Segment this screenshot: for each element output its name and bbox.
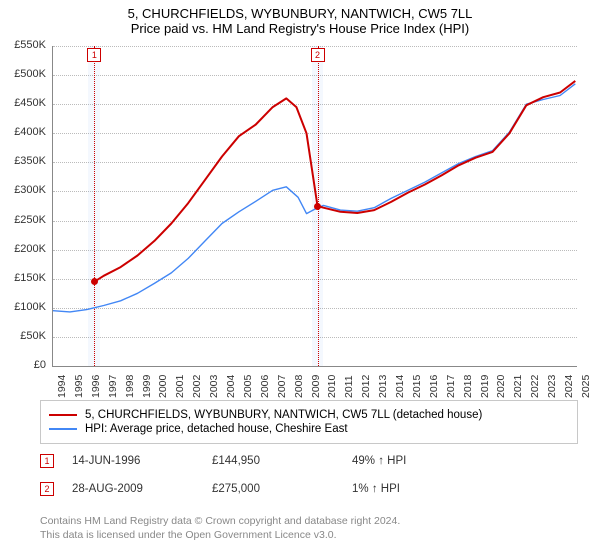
y-tick-label: £400K	[4, 126, 46, 138]
chart-sale-marker: 1	[87, 48, 101, 62]
x-tick-label: 2015	[411, 375, 423, 398]
chart-plot: 12	[52, 46, 577, 367]
y-tick-label: £450K	[4, 97, 46, 109]
legend-swatch-hpi	[49, 428, 77, 430]
y-tick-label: £250K	[4, 214, 46, 226]
x-tick-label: 2024	[563, 375, 575, 398]
x-tick-label: 2005	[242, 375, 254, 398]
y-tick-label: £200K	[4, 243, 46, 255]
y-tick-label: £550K	[4, 39, 46, 51]
x-tick-label: 2011	[343, 375, 355, 398]
footer-line2: This data is licensed under the Open Gov…	[40, 528, 560, 542]
x-tick-label: 2021	[512, 375, 524, 398]
x-tick-label: 2002	[191, 375, 203, 398]
x-tick-label: 2003	[208, 375, 220, 398]
x-tick-label: 2007	[276, 375, 288, 398]
footer: Contains HM Land Registry data © Crown c…	[40, 514, 560, 542]
x-tick-label: 2000	[157, 375, 169, 398]
y-tick-label: £50K	[4, 330, 46, 342]
sale-marker-2: 2	[40, 482, 54, 496]
x-tick-label: 2013	[377, 375, 389, 398]
x-tick-label: 2016	[428, 375, 440, 398]
legend-label-property: 5, CHURCHFIELDS, WYBUNBURY, NANTWICH, CW…	[85, 409, 482, 421]
x-tick-label: 2012	[360, 375, 372, 398]
x-tick-label: 2020	[495, 375, 507, 398]
x-tick-label: 2009	[310, 375, 322, 398]
legend-property: 5, CHURCHFIELDS, WYBUNBURY, NANTWICH, CW…	[49, 409, 569, 421]
x-tick-label: 2022	[529, 375, 541, 398]
y-tick-label: £350K	[4, 155, 46, 167]
y-tick-label: £500K	[4, 68, 46, 80]
sale-date-1: 14-JUN-1996	[72, 455, 212, 467]
y-tick-label: £0	[4, 359, 46, 371]
sale-date-2: 28-AUG-2009	[72, 483, 212, 495]
sale-dot	[91, 278, 98, 285]
chart-title: 5, CHURCHFIELDS, WYBUNBURY, NANTWICH, CW…	[0, 0, 600, 21]
sale-vshpi-1: 49% ↑ HPI	[352, 455, 406, 467]
y-tick-label: £150K	[4, 272, 46, 284]
sale-dot	[314, 203, 321, 210]
legend: 5, CHURCHFIELDS, WYBUNBURY, NANTWICH, CW…	[40, 400, 578, 444]
x-tick-label: 2023	[546, 375, 558, 398]
x-tick-label: 2008	[293, 375, 305, 398]
x-tick-label: 1999	[141, 375, 153, 398]
y-tick-label: £100K	[4, 301, 46, 313]
x-tick-label: 1996	[90, 375, 102, 398]
sale-vshpi-2: 1% ↑ HPI	[352, 483, 400, 495]
sale-price-2: £275,000	[212, 483, 352, 495]
sale-row-1: 1 14-JUN-1996 £144,950 49% ↑ HPI	[40, 454, 560, 468]
sale-marker-1: 1	[40, 454, 54, 468]
x-tick-label: 2014	[394, 375, 406, 398]
x-tick-label: 1994	[56, 375, 68, 398]
chart-sale-marker: 2	[311, 48, 325, 62]
x-tick-label: 2019	[479, 375, 491, 398]
sale-row-2: 2 28-AUG-2009 £275,000 1% ↑ HPI	[40, 482, 560, 496]
sale-price-1: £144,950	[212, 455, 352, 467]
x-tick-label: 2025	[580, 375, 592, 398]
x-tick-label: 1997	[107, 375, 119, 398]
x-tick-label: 1995	[73, 375, 85, 398]
legend-label-hpi: HPI: Average price, detached house, Ches…	[85, 423, 348, 435]
chart-subtitle: Price paid vs. HM Land Registry's House …	[0, 21, 600, 38]
x-tick-label: 2010	[326, 375, 338, 398]
x-tick-label: 2018	[462, 375, 474, 398]
legend-swatch-property	[49, 414, 77, 416]
y-tick-label: £300K	[4, 184, 46, 196]
legend-hpi: HPI: Average price, detached house, Ches…	[49, 423, 569, 435]
x-tick-label: 1998	[124, 375, 136, 398]
footer-line1: Contains HM Land Registry data © Crown c…	[40, 514, 560, 528]
x-tick-label: 2017	[445, 375, 457, 398]
x-tick-label: 2006	[259, 375, 271, 398]
x-tick-label: 2004	[225, 375, 237, 398]
x-tick-label: 2001	[174, 375, 186, 398]
